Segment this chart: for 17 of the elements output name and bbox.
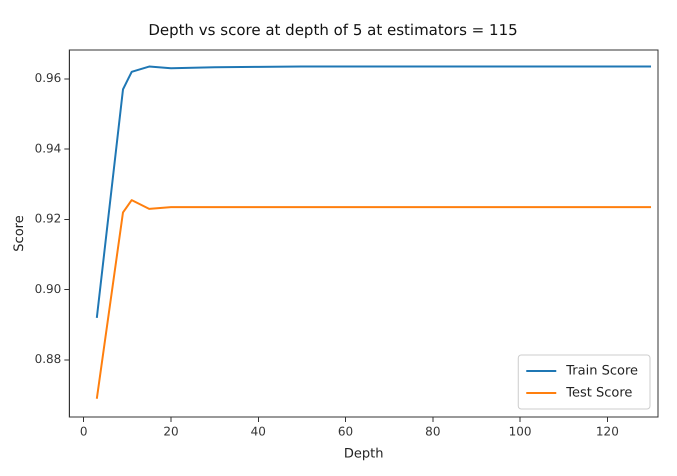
x-tick-label: 100 bbox=[508, 424, 532, 438]
legend-label: Train Score bbox=[565, 363, 638, 378]
y-tick-label: 0.90 bbox=[34, 282, 62, 296]
y-tick-label: 0.92 bbox=[34, 212, 62, 226]
x-tick-label: 0 bbox=[80, 424, 88, 438]
y-axis-title: Score bbox=[12, 215, 28, 252]
x-tick-label: 60 bbox=[338, 424, 354, 438]
y-tick-label: 0.94 bbox=[34, 141, 62, 156]
y-tick-label: 0.96 bbox=[34, 70, 62, 85]
legend-label: Test Score bbox=[565, 385, 632, 400]
x-tick-label: 40 bbox=[250, 424, 266, 438]
x-tick-label: 120 bbox=[596, 424, 619, 438]
y-tick-label: 0.88 bbox=[34, 352, 62, 366]
x-tick-label: 20 bbox=[163, 424, 179, 438]
chart-title: Depth vs score at depth of 5 at estimators = 115 bbox=[148, 20, 518, 39]
x-tick-label: 80 bbox=[425, 424, 440, 438]
x-axis-title: Depth bbox=[344, 446, 384, 462]
